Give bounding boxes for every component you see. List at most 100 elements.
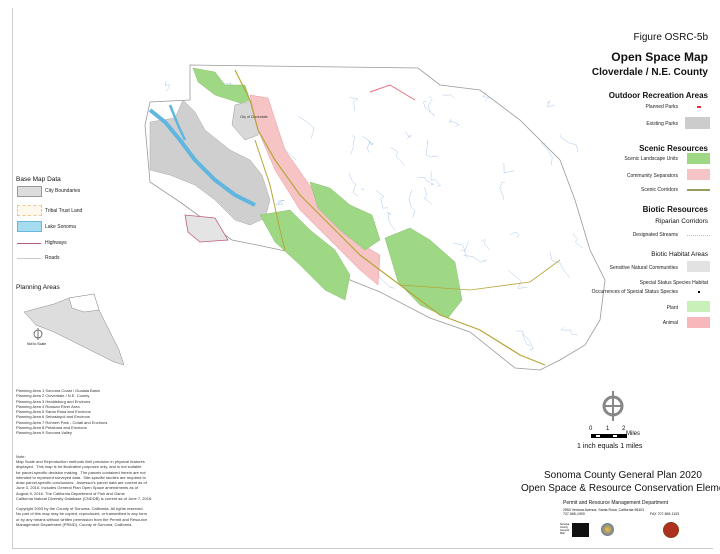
tribal-area (184, 214, 229, 243)
highway-101 (234, 69, 546, 366)
planned-parks-swatch (697, 106, 701, 108)
sheet-frame (12, 8, 713, 549)
department-address: 2550 Ventura Avenue, Santa Rosa, Califor… (563, 508, 645, 512)
general-plan-logo (572, 523, 589, 537)
planning-areas-list: Planning Area 1 Sonoma Coast / Gualala B… (16, 388, 107, 436)
legend-planned-parks: Planned Parks (645, 104, 678, 110)
planning-areas-heading: Planning Areas (16, 284, 60, 291)
map-subtitle: Cloverdale / N.E. County (591, 67, 708, 78)
scenic-landscape-unit-2 (309, 181, 381, 251)
planning-areas-inset (23, 293, 124, 366)
note-text: Map Scale and Reproduction methods limit… (16, 459, 153, 502)
tribal-swatch (17, 205, 42, 216)
scenic-corridor (254, 139, 286, 251)
planning-area-item: Planning Area 3 Healdsburg and Environs (16, 398, 91, 404)
planning-area-item: Planning Area 6 Sebastopol and Environs (16, 414, 90, 420)
existing-parks-swatch (685, 117, 710, 129)
planning-area-item: Planning Area 1 Sonoma Coast / Gualala B… (16, 388, 101, 393)
planning-area-item: Planning Area 9 Sonoma Valley (16, 430, 72, 436)
stream-line (560, 327, 578, 336)
stream-line (390, 147, 405, 166)
scale-unit: Miles (626, 431, 641, 437)
scenic-corridors-swatch (687, 189, 710, 191)
stream-line (408, 189, 416, 218)
county-area-boundary (144, 64, 606, 371)
stream-line (573, 233, 583, 249)
lake-swatch (17, 221, 42, 232)
stream-line (499, 181, 506, 200)
scenic-landscape-swatch (687, 153, 710, 164)
legend-designated-streams: Designated Streams (632, 232, 678, 238)
stream-line (516, 330, 531, 346)
county-seal-logo (601, 523, 614, 536)
stream-line (546, 100, 556, 108)
stream-line (375, 190, 389, 209)
scale-tick-1: 1 (606, 426, 610, 432)
legend-special-habitat: Special Status Species Habitat (639, 280, 708, 286)
legend-animal: Animal (662, 320, 678, 326)
prmd-seal-logo (663, 522, 679, 538)
general-plan-logo-text: Sonoma County General Plan (560, 523, 570, 535)
city-boundaries-swatch (17, 186, 42, 197)
roads-swatch (17, 258, 41, 259)
legend-plant: Plant (666, 305, 678, 311)
scale-equivalence: 1 inch equals 1 miles (577, 443, 643, 450)
legend-occurrences: Occurrences of Special Status Species (591, 289, 678, 295)
stream-line (452, 242, 469, 259)
stream-line (449, 118, 460, 127)
legend-roads: Roads (45, 255, 60, 261)
note-heading: Note: (16, 454, 26, 459)
not-to-scale-label: Not to Scale (27, 342, 47, 346)
stream-line (297, 116, 314, 139)
element-title: Open Space & Resource Conservation Eleme… (521, 483, 720, 494)
community-separator (249, 94, 381, 286)
stream-line (360, 188, 364, 190)
stream-line (386, 211, 396, 232)
scale-tick-2: 2 (622, 426, 626, 432)
stream-line (540, 142, 553, 165)
department-name: Permit and Resource Management Departmen… (563, 500, 669, 506)
legend-tribal: Tribal Trust Land (45, 208, 83, 214)
legend-riparian: Riparian Corridors (655, 218, 708, 225)
stream-line (350, 135, 356, 155)
city-label: City of Cloverdale (240, 115, 268, 119)
stream-line (425, 139, 439, 158)
stream-line (549, 251, 570, 278)
legend-lake-sonoma: Lake Sonoma (45, 224, 76, 230)
stream-line (430, 171, 442, 187)
legend-existing-parks: Existing Parks (646, 121, 678, 127)
lake-sonoma (148, 108, 256, 207)
streams-swatch (687, 235, 710, 236)
scenic-landscape-unit-3 (259, 209, 351, 301)
stream-line (508, 269, 528, 289)
stream-line (275, 201, 284, 206)
stream-line (427, 96, 433, 113)
stream-line (459, 241, 469, 252)
stream-line (348, 173, 359, 197)
sonoma-logo (627, 526, 655, 534)
department-fax: FAX 707-565-1103 (650, 512, 680, 516)
north-arrow-icon (33, 328, 43, 340)
legend-outdoor-heading: Outdoor Recreation Areas (608, 91, 708, 100)
legend-city-boundaries: City Boundaries (45, 188, 81, 194)
sensitive-swatch (687, 261, 710, 272)
animal-swatch (687, 317, 710, 328)
department-phone: 707-565-1900 (563, 512, 585, 516)
stream-line (417, 177, 435, 185)
stream-line (423, 187, 433, 206)
stream-line (442, 94, 455, 99)
plan-title: Sonoma County General Plan 2020 (544, 470, 702, 481)
stream-line (404, 130, 412, 139)
stream-line (366, 140, 371, 153)
planning-area-item: Planning Area 5 Santa Rosa and Environs (16, 409, 91, 415)
stream-line (164, 81, 170, 92)
community-separators-swatch (687, 169, 710, 180)
plant-swatch (687, 301, 710, 312)
stream-line (362, 136, 374, 145)
stream-line (482, 92, 490, 102)
planning-area-item: Planning Area 8 Petaluma and Environs (16, 425, 87, 431)
stream-line (481, 239, 490, 251)
scenic-corridor-2 (399, 259, 561, 291)
planning-area-item: Planning Area 7 Rohnert Park - Cotati an… (16, 419, 108, 425)
